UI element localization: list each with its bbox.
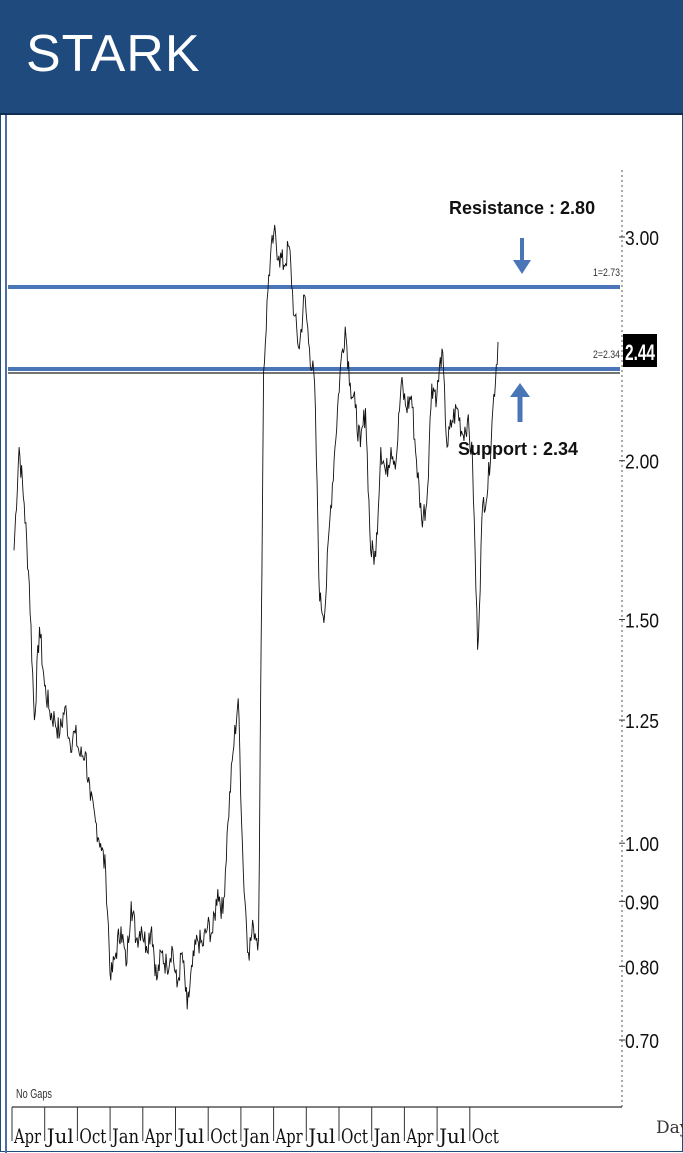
x-tick-label: Jul (45, 1124, 74, 1148)
support-arrow-head (510, 383, 530, 397)
no-gaps-note: No Gaps (16, 1086, 52, 1101)
resistance-label: Resistance : 2.80 (449, 198, 595, 218)
x-tick-label: Jan (110, 1124, 139, 1148)
x-tick-label: Apr (406, 1124, 434, 1148)
resistance-arrow-head (513, 260, 531, 274)
level-label: 1=2.73 (593, 267, 620, 279)
level-label: 2=2.34 (593, 349, 620, 361)
support-label: Support : 2.34 (458, 439, 578, 459)
y-axis: 3.00 2.00 1.50 1.25 1.00 0.90 0.80 0.70 2.44 (619, 228, 659, 1053)
x-tick-label: Oct (341, 1124, 368, 1148)
x-tick-label: Apr (275, 1124, 303, 1148)
x-tick-label: Jul (176, 1124, 205, 1148)
page-title: STARK (26, 25, 201, 83)
current-price-badge (623, 334, 657, 368)
x-tick-label: Jul (306, 1124, 335, 1148)
x-period-label: Day (656, 1118, 683, 1138)
x-tick-label: Oct (472, 1124, 499, 1148)
x-tick-label: Oct (79, 1124, 106, 1148)
x-tick-label: Apr (144, 1124, 172, 1148)
y-tick-label: 0.90 (625, 892, 659, 914)
plot-area (12, 170, 623, 1108)
x-tick-label: Jul (437, 1124, 466, 1148)
price-series (13, 224, 499, 1010)
level-lines: 1=2.73 2=2.34 (8, 267, 620, 374)
y-tick-label: 1.25 (625, 711, 659, 733)
y-tick-label: 3.00 (625, 228, 659, 250)
current-price-label: 2.44 (625, 340, 656, 365)
y-tick-label: 0.80 (625, 957, 659, 979)
x-tick-label: Jan (241, 1124, 270, 1148)
x-tick-label: Jan (372, 1124, 401, 1148)
header-bar: STARK (0, 0, 683, 115)
y-tick-label: 0.70 (625, 1031, 659, 1053)
price-line (13, 224, 499, 1010)
y-tick-label: 1.00 (625, 834, 659, 856)
annotations: Resistance : 2.80 Support : 2.34 (449, 198, 595, 459)
x-tick-label: Oct (210, 1124, 237, 1148)
x-axis: Apr Jul Oct Jan Apr Jul Oct Jan Apr Jul Oct Jan Apr J… (11, 1086, 683, 1148)
x-tick-label: Apr (13, 1124, 41, 1148)
left-border-rule (5, 115, 7, 1153)
y-tick-label: 2.00 (625, 452, 659, 474)
y-tick-label: 1.50 (625, 610, 659, 632)
